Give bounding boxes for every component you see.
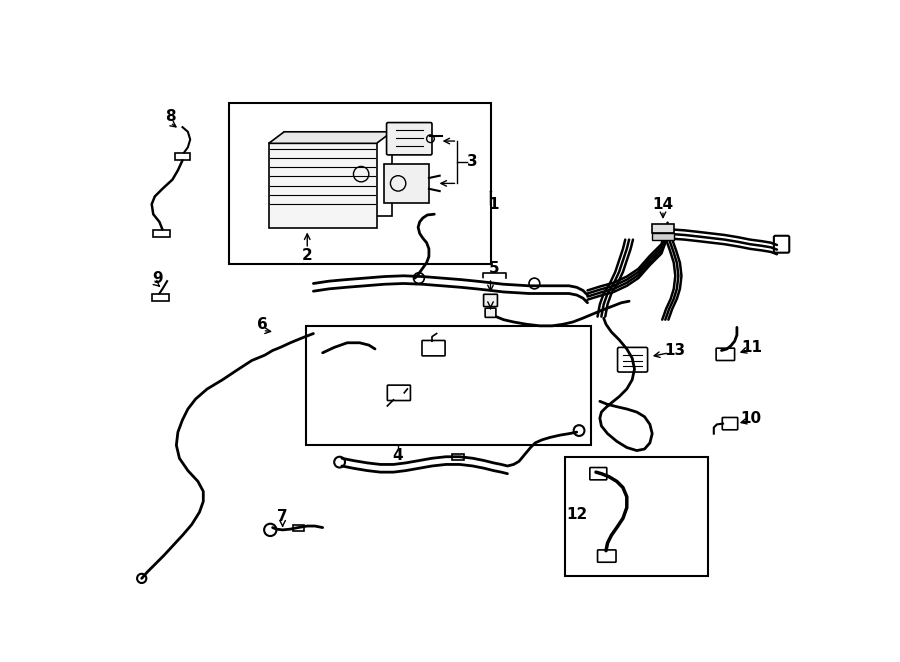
FancyBboxPatch shape xyxy=(387,122,432,155)
FancyBboxPatch shape xyxy=(483,295,498,307)
Text: 14: 14 xyxy=(652,197,673,212)
Bar xyxy=(153,230,170,237)
Text: 6: 6 xyxy=(257,317,268,332)
Text: 8: 8 xyxy=(165,109,176,124)
Text: 3: 3 xyxy=(467,154,477,169)
Bar xyxy=(293,524,304,531)
Text: 9: 9 xyxy=(152,271,162,285)
Bar xyxy=(384,164,429,203)
Text: 13: 13 xyxy=(665,343,686,358)
Text: 11: 11 xyxy=(742,340,763,355)
Text: 10: 10 xyxy=(740,410,761,426)
Bar xyxy=(229,103,490,264)
Bar xyxy=(652,234,674,240)
Text: 2: 2 xyxy=(302,248,312,263)
Text: 4: 4 xyxy=(392,448,403,463)
Text: 1: 1 xyxy=(489,197,499,212)
FancyBboxPatch shape xyxy=(485,308,496,317)
Bar xyxy=(565,457,707,576)
Text: 7: 7 xyxy=(277,509,288,524)
Bar xyxy=(306,326,590,445)
Bar xyxy=(452,453,464,460)
Text: 12: 12 xyxy=(566,507,588,522)
Polygon shape xyxy=(269,132,392,144)
Text: 5: 5 xyxy=(489,261,500,276)
Polygon shape xyxy=(269,144,376,228)
Bar xyxy=(652,224,674,234)
Polygon shape xyxy=(284,132,392,216)
Bar xyxy=(152,293,168,301)
Bar xyxy=(175,152,190,160)
